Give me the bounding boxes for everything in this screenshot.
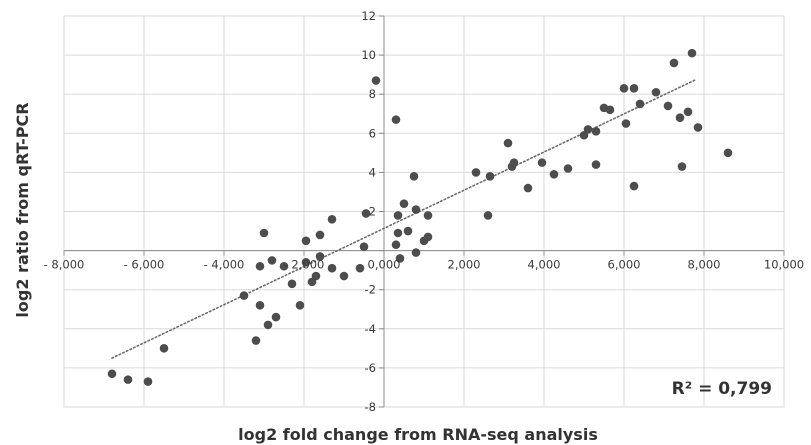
data-point: [486, 172, 495, 181]
data-point: [108, 369, 117, 378]
data-point: [392, 240, 401, 249]
data-point: [260, 229, 269, 238]
data-point: [724, 149, 733, 158]
x-tick-label: 6,000: [608, 258, 641, 272]
data-point: [296, 301, 305, 310]
data-point: [144, 377, 153, 386]
y-tick-label: 8: [369, 87, 376, 101]
data-point: [360, 242, 369, 251]
y-tick-label: -6: [365, 361, 376, 375]
data-point: [252, 336, 261, 345]
trendline-group: [112, 80, 696, 359]
data-point: [688, 49, 697, 58]
data-points: [108, 49, 733, 386]
data-point: [412, 205, 421, 214]
x-tick-label: - 6,000: [124, 258, 165, 272]
data-point: [664, 102, 673, 111]
data-point: [288, 280, 297, 289]
data-point: [394, 211, 403, 220]
data-point: [472, 168, 481, 177]
data-point: [400, 199, 409, 208]
data-point: [676, 113, 685, 122]
data-point: [630, 84, 639, 93]
data-point: [622, 119, 631, 128]
data-point: [124, 375, 133, 384]
r-squared-annotation: R² = 0,799: [672, 379, 772, 399]
data-point: [630, 182, 639, 191]
data-point: [394, 229, 403, 238]
data-point: [694, 123, 703, 132]
data-point: [584, 125, 593, 134]
data-point: [636, 100, 645, 109]
data-point: [510, 158, 519, 167]
data-point: [606, 106, 615, 115]
data-point: [264, 321, 273, 330]
data-point: [678, 162, 687, 171]
data-point: [410, 172, 419, 181]
data-point: [592, 127, 601, 136]
x-tick-label: 10,000: [764, 258, 804, 272]
data-point: [256, 262, 265, 271]
data-point: [412, 248, 421, 257]
y-tick-label: 10: [361, 48, 376, 62]
y-tick-label: 4: [369, 165, 376, 179]
data-point: [372, 76, 381, 85]
data-point: [620, 84, 629, 93]
x-tick-label: - 8,000: [44, 258, 85, 272]
y-axis-title: log2 ratio from qRT-PCR: [13, 102, 32, 317]
y-tick-label: -2: [365, 283, 376, 297]
data-point: [240, 291, 249, 300]
x-axis-title: log2 fold change from RNA-seq analysis: [238, 425, 598, 444]
data-point: [524, 184, 533, 193]
data-point: [316, 231, 325, 240]
y-tick-label: -4: [365, 322, 376, 336]
data-point: [392, 115, 401, 124]
gridlines: [64, 16, 784, 407]
data-point: [670, 59, 679, 68]
data-point: [484, 211, 493, 220]
trendline: [112, 80, 696, 359]
data-point: [256, 301, 265, 310]
data-point: [160, 344, 169, 353]
data-point: [564, 164, 573, 173]
x-tick-label: - 4,000: [204, 258, 245, 272]
data-point: [652, 88, 661, 97]
data-point: [272, 313, 281, 322]
x-tick-labels: - 8,000 - 6,000 - 4,000 - 2,000 0,000 2,000 4,…: [44, 258, 804, 272]
data-point: [538, 158, 547, 167]
data-point: [424, 233, 433, 242]
x-tick-label: 8,000: [688, 258, 721, 272]
data-point: [340, 272, 349, 281]
x-tick-label: 4,000: [528, 258, 561, 272]
data-point: [328, 264, 337, 273]
data-point: [424, 211, 433, 220]
data-point: [302, 237, 311, 246]
data-point: [268, 256, 277, 265]
data-point: [328, 215, 337, 224]
data-point: [312, 272, 321, 281]
y-tick-label: 2: [369, 205, 376, 219]
x-tick-label: 2,000: [448, 258, 481, 272]
y-tick-label: 6: [369, 126, 376, 140]
data-point: [684, 107, 693, 116]
x-tick-label: 0,000: [368, 258, 401, 272]
data-point: [404, 227, 413, 236]
data-point: [356, 264, 365, 273]
data-point: [592, 160, 601, 169]
x-tick-label: - 2,000: [284, 258, 325, 272]
y-tick-label: -8: [365, 400, 376, 414]
data-point: [550, 170, 559, 179]
y-tick-label: 12: [361, 9, 376, 23]
data-point: [504, 139, 513, 148]
